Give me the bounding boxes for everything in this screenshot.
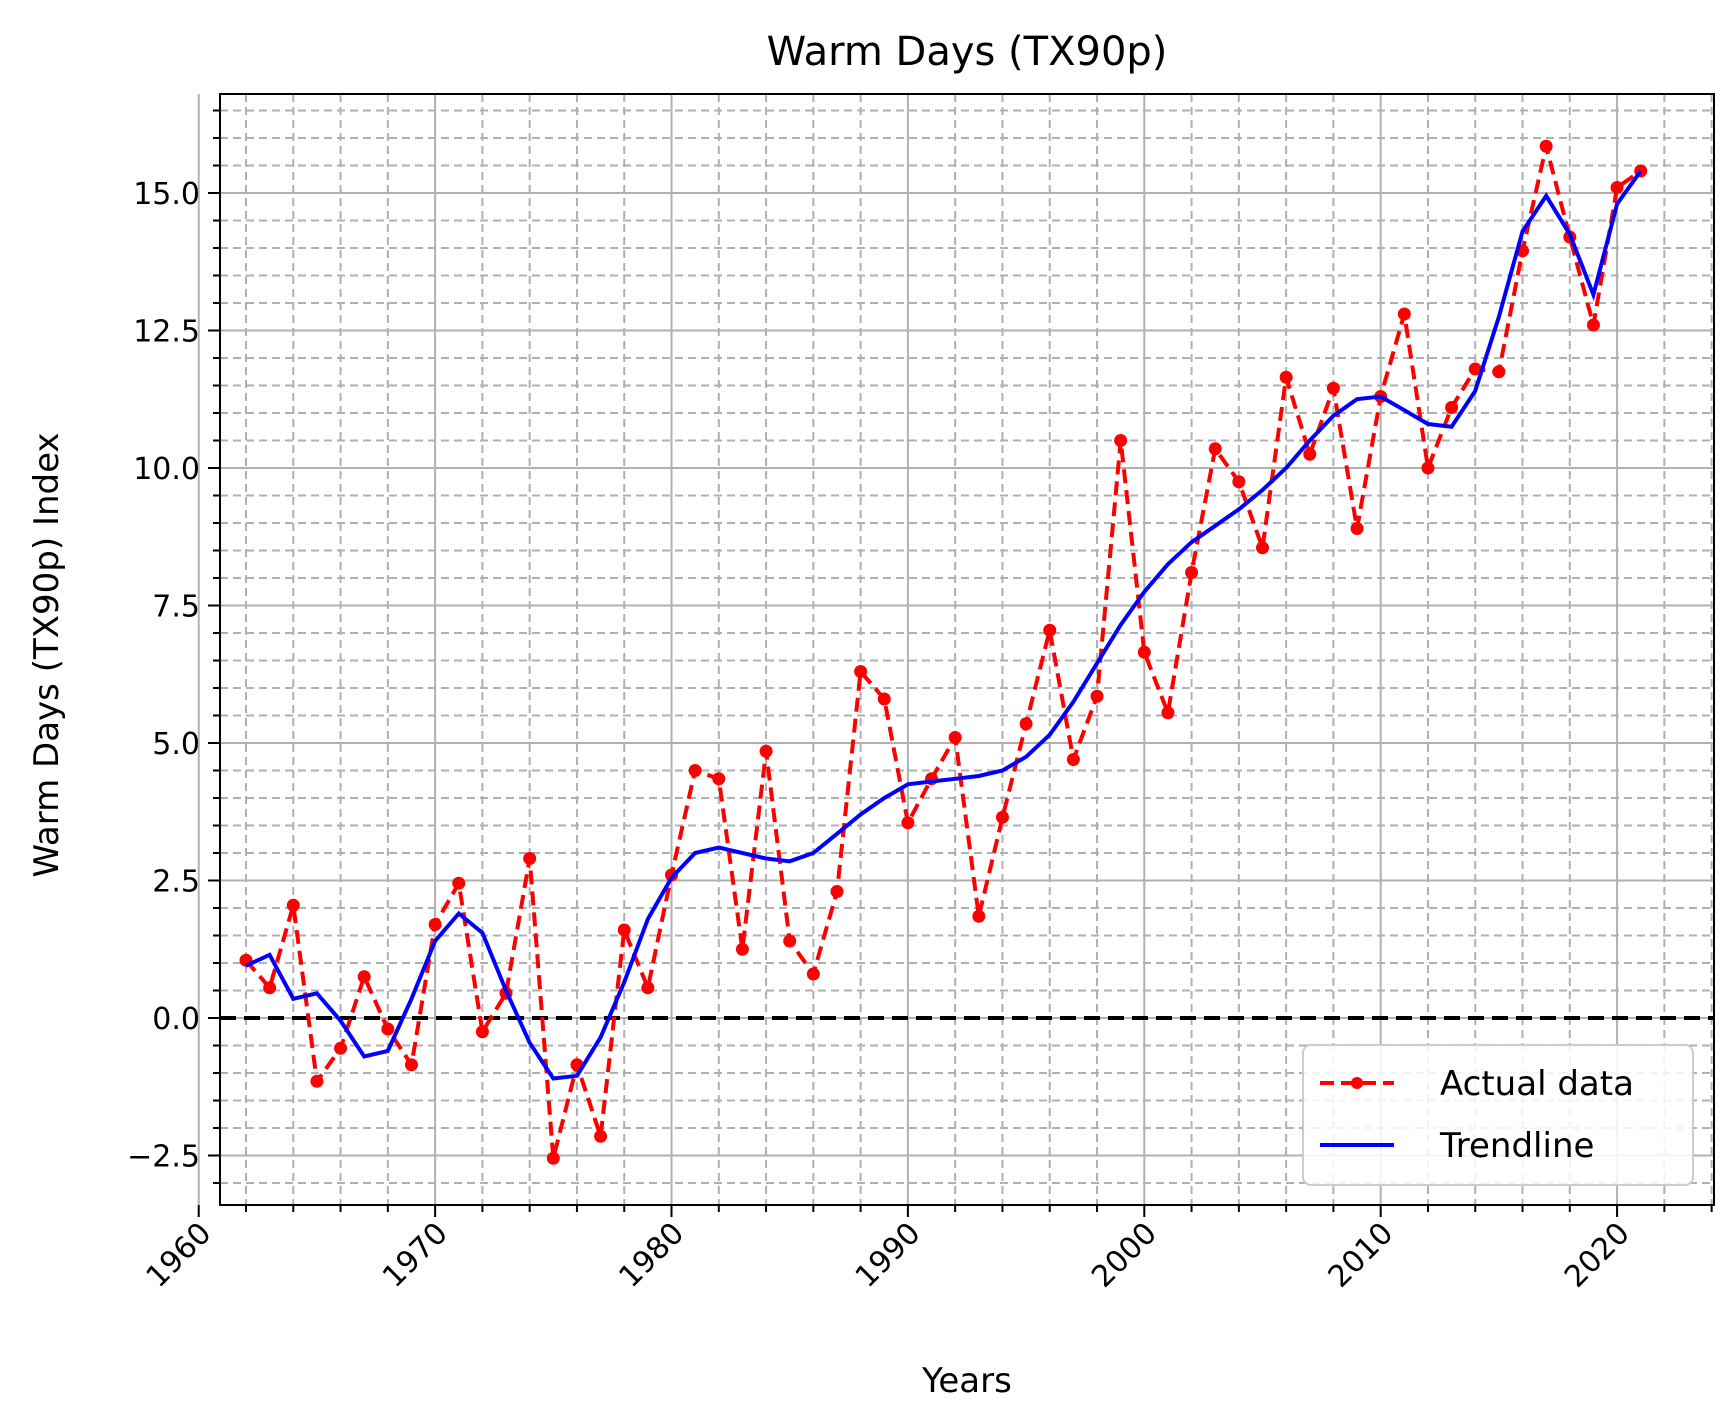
actual-data-point bbox=[1421, 461, 1435, 475]
x-axis-label: Years bbox=[921, 1361, 1012, 1401]
actual-data-line bbox=[244, 145, 1642, 1159]
actual-data-point bbox=[712, 772, 726, 786]
actual-data-point bbox=[404, 1058, 418, 1072]
series-group bbox=[239, 139, 1648, 1165]
actual-data-point bbox=[1539, 139, 1553, 153]
y-tick-label: 15.0 bbox=[133, 177, 200, 212]
actual-data-point bbox=[830, 885, 844, 898]
actual-data-point bbox=[1185, 566, 1199, 579]
actual-data-point bbox=[1303, 447, 1317, 461]
actual-data-point bbox=[1208, 442, 1222, 456]
actual-data-point bbox=[475, 1025, 489, 1039]
actual-data-point bbox=[546, 1151, 560, 1165]
actual-data-point bbox=[334, 1041, 348, 1055]
actual-data-point bbox=[1114, 434, 1128, 447]
legend-actual-marker bbox=[1351, 1077, 1363, 1089]
actual-data-point bbox=[428, 918, 442, 931]
actual-data-point bbox=[1019, 717, 1033, 731]
actual-data-point bbox=[735, 942, 749, 956]
y-tick-label: 7.5 bbox=[152, 590, 200, 625]
chart-title: Warm Days (TX90p) bbox=[767, 29, 1168, 75]
actual-data-point bbox=[854, 665, 868, 678]
actual-data-point bbox=[1326, 381, 1340, 395]
y-tick-label: 5.0 bbox=[152, 727, 200, 762]
y-tick-label: 12.5 bbox=[133, 315, 200, 350]
actual-data-point bbox=[1066, 753, 1080, 766]
y-tick-label: 10.0 bbox=[133, 452, 200, 487]
actual-data-point bbox=[1350, 522, 1364, 535]
actual-data-point bbox=[1279, 370, 1293, 384]
actual-data-point bbox=[1255, 541, 1269, 555]
legend-label-actual: Actual data bbox=[1440, 1064, 1634, 1104]
actual-data-point bbox=[1090, 689, 1104, 703]
grid bbox=[197, 94, 1714, 1205]
y-tick-label: 2.5 bbox=[152, 865, 200, 900]
actual-data-point bbox=[995, 810, 1009, 824]
plot-frame bbox=[219, 93, 1715, 1206]
actual-data-point bbox=[1397, 307, 1411, 321]
actual-data-point bbox=[783, 934, 797, 948]
actual-data-point bbox=[1161, 706, 1175, 720]
y-tick-label: −2.5 bbox=[127, 1140, 200, 1175]
actual-data-point bbox=[452, 876, 466, 890]
actual-data-point bbox=[948, 731, 962, 744]
actual-data-point bbox=[286, 898, 300, 912]
actual-data-point bbox=[901, 816, 915, 830]
actual-data-point bbox=[1137, 645, 1151, 659]
actual-data-point bbox=[759, 744, 773, 758]
actual-data-point bbox=[806, 967, 820, 981]
actual-data-point bbox=[1468, 362, 1482, 376]
actual-data-point bbox=[1232, 475, 1246, 489]
actual-data-point bbox=[1492, 365, 1506, 379]
legend: Actual data Trendline bbox=[1302, 1044, 1694, 1186]
actual-data-point bbox=[877, 692, 891, 706]
actual-data-point bbox=[641, 981, 655, 995]
actual-data-point bbox=[594, 1129, 608, 1143]
legend-box bbox=[1302, 1044, 1694, 1186]
actual-data-point bbox=[1586, 318, 1600, 332]
actual-data-point bbox=[310, 1074, 324, 1088]
y-tick-label: 0.0 bbox=[152, 1002, 200, 1037]
actual-data-point bbox=[263, 981, 277, 995]
trendline bbox=[245, 169, 1643, 1081]
y-axis-label: Warm Days (TX90p) Index bbox=[27, 432, 67, 877]
actual-data-point bbox=[523, 852, 537, 865]
actual-data-point bbox=[688, 764, 702, 777]
actual-data-point bbox=[1445, 401, 1459, 414]
actual-data-point bbox=[617, 923, 631, 937]
actual-data-point bbox=[381, 1022, 395, 1036]
actual-data-point bbox=[972, 909, 986, 923]
legend-label-trend: Trendline bbox=[1439, 1126, 1594, 1166]
actual-data-point bbox=[357, 970, 371, 984]
actual-data-point bbox=[1610, 181, 1624, 194]
actual-data-point bbox=[1043, 623, 1057, 637]
